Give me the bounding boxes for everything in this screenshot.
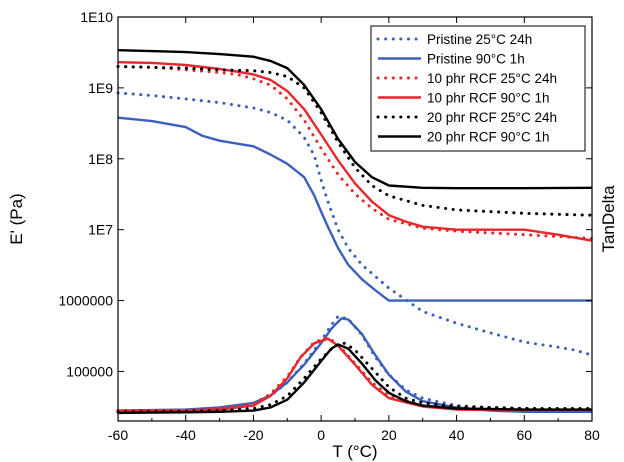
series-line-tandelta-9 [118, 337, 592, 412]
series-line-tandelta-11 [117, 343, 592, 415]
legend-label: Pristine 90°C 1h [427, 52, 525, 67]
plot-lines [116, 49, 594, 415]
y-axis: 100000 1000000 1E7 1E8 1E9 1E10 [58, 9, 592, 379]
series-line-modulus-5 [117, 49, 593, 190]
series-line-modulus-2 [116, 65, 594, 240]
x-tick-label: 0 [317, 427, 325, 443]
x-tick-label: -40 [176, 427, 196, 443]
legend-label: 10 phr RCF 25°C 24h [427, 71, 557, 86]
series-line-tandelta-10 [116, 341, 594, 414]
y-axis-title: E' (Pa) [7, 193, 26, 244]
series-line-tandelta-8 [116, 336, 594, 413]
x-tick-label: 20 [381, 427, 397, 443]
legend-box [370, 25, 586, 152]
legend-label: 10 phr RCF 90°C 1h [427, 91, 549, 106]
x-tick-label: -20 [243, 427, 263, 443]
legend-label: 20 phr RCF 90°C 1h [427, 130, 549, 145]
legend-label: Pristine 25°C 24h [427, 32, 532, 47]
x-axis: -60 -40 -20 0 20 40 60 80 [108, 17, 600, 443]
x-tick-label: 40 [449, 427, 465, 443]
legend: Pristine 25°C 24h Pristine 90°C 1h 10 phr … [370, 25, 586, 152]
y-tick-label: 1E10 [80, 9, 113, 25]
series-line-modulus-1 [117, 116, 592, 302]
legend-label: 20 phr RCF 25°C 24h [427, 110, 557, 125]
y-tick-label: 100000 [66, 363, 113, 379]
x-tick-label: 80 [584, 427, 600, 443]
y2-axis-title: TanDelta [599, 185, 618, 253]
y-tick-label: 1000000 [58, 293, 113, 309]
y-tick-label: 1E9 [88, 80, 113, 96]
y-tick-label: 1E8 [88, 151, 113, 167]
series-line-modulus-4 [116, 65, 594, 217]
x-axis-title: T (°C) [332, 442, 377, 461]
y-tick-label: 1E7 [88, 222, 113, 238]
series-line-modulus-0 [116, 91, 594, 357]
x-tick-label: 60 [516, 427, 532, 443]
x-tick-label: -60 [108, 427, 128, 443]
